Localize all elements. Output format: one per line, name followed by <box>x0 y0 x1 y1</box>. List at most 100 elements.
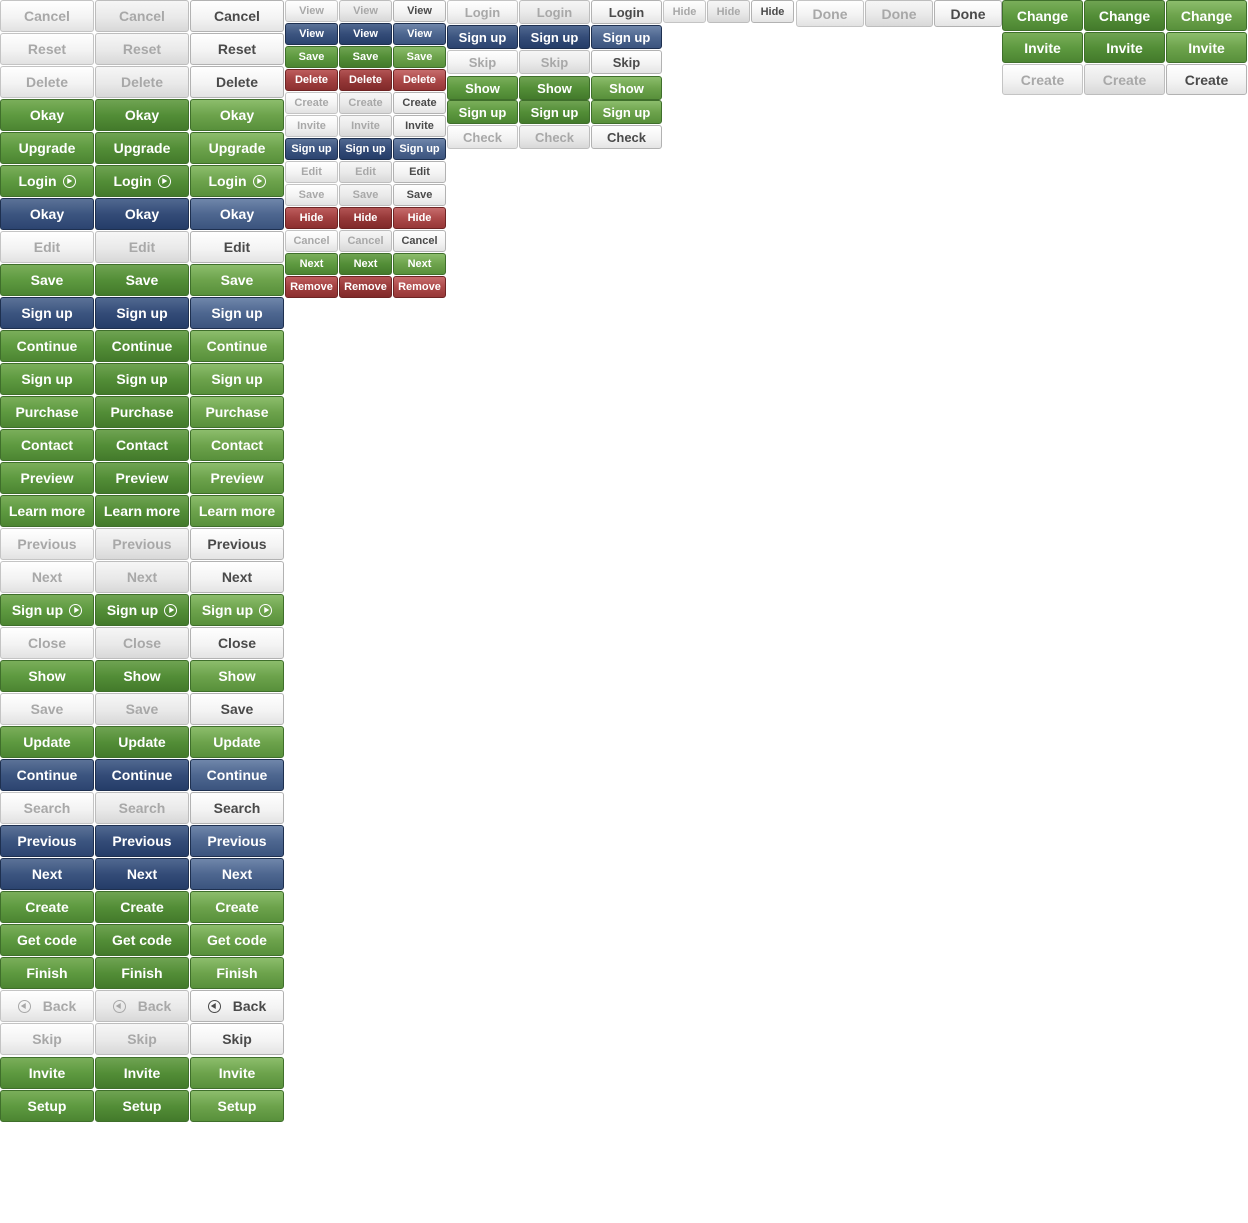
change-button-hover[interactable]: Change <box>1166 0 1247 31</box>
create-button-hover[interactable]: Create <box>393 92 446 114</box>
next-button-hover[interactable]: Next <box>190 561 284 593</box>
delete-button-hover[interactable]: Delete <box>393 69 446 91</box>
invite-button-default[interactable]: Invite <box>0 1057 94 1089</box>
sign-up-button-default[interactable]: Sign up <box>285 138 338 160</box>
delete-button-default[interactable]: Delete <box>0 66 94 98</box>
upgrade-button-default[interactable]: Upgrade <box>0 132 94 164</box>
create-button-default[interactable]: Create <box>0 891 94 923</box>
create-button-pressed[interactable]: Create <box>95 891 189 923</box>
save-button-pressed[interactable]: Save <box>339 46 392 68</box>
login-button-default[interactable]: Login <box>0 165 94 197</box>
invite-button-default[interactable]: Invite <box>1002 32 1083 63</box>
save-button-hover[interactable]: Save <box>190 264 284 296</box>
next-button-default[interactable]: Next <box>285 253 338 275</box>
save-button-default[interactable]: Save <box>0 264 94 296</box>
update-button-hover[interactable]: Update <box>190 726 284 758</box>
login-button-default[interactable]: Login <box>447 0 518 24</box>
view-button-hover[interactable]: View <box>393 23 446 45</box>
sign-up-button-default[interactable]: Sign up <box>447 100 518 124</box>
remove-button-default[interactable]: Remove <box>285 276 338 298</box>
search-button-default[interactable]: Search <box>0 792 94 824</box>
finish-button-hover[interactable]: Finish <box>190 957 284 989</box>
check-button-default[interactable]: Check <box>447 125 518 149</box>
skip-button-default[interactable]: Skip <box>0 1023 94 1055</box>
show-button-pressed[interactable]: Show <box>519 76 590 100</box>
okay-button-default[interactable]: Okay <box>0 198 94 230</box>
show-button-default[interactable]: Show <box>0 660 94 692</box>
check-button-pressed[interactable]: Check <box>519 125 590 149</box>
cancel-button-hover[interactable]: Cancel <box>393 230 446 252</box>
sign-up-button-pressed[interactable]: Sign up <box>95 594 189 626</box>
sign-up-button-pressed[interactable]: Sign up <box>339 138 392 160</box>
remove-button-hover[interactable]: Remove <box>393 276 446 298</box>
contact-button-pressed[interactable]: Contact <box>95 429 189 461</box>
change-button-pressed[interactable]: Change <box>1084 0 1165 31</box>
save-button-hover[interactable]: Save <box>393 184 446 206</box>
get-code-button-pressed[interactable]: Get code <box>95 924 189 956</box>
sign-up-button-default[interactable]: Sign up <box>0 363 94 395</box>
upgrade-button-hover[interactable]: Upgrade <box>190 132 284 164</box>
delete-button-default[interactable]: Delete <box>285 69 338 91</box>
view-button-pressed[interactable]: View <box>339 0 392 22</box>
invite-button-pressed[interactable]: Invite <box>1084 32 1165 63</box>
sign-up-button-hover[interactable]: Sign up <box>190 297 284 329</box>
edit-button-pressed[interactable]: Edit <box>339 161 392 183</box>
previous-button-default[interactable]: Previous <box>0 528 94 560</box>
login-button-hover[interactable]: Login <box>190 165 284 197</box>
sign-up-button-pressed[interactable]: Sign up <box>519 100 590 124</box>
purchase-button-default[interactable]: Purchase <box>0 396 94 428</box>
save-button-default[interactable]: Save <box>285 46 338 68</box>
hide-button-default[interactable]: Hide <box>663 0 706 23</box>
sign-up-button-hover[interactable]: Sign up <box>190 594 284 626</box>
learn-more-button-hover[interactable]: Learn more <box>190 495 284 527</box>
previous-button-hover[interactable]: Previous <box>190 528 284 560</box>
sign-up-button-hover[interactable]: Sign up <box>591 100 662 124</box>
preview-button-pressed[interactable]: Preview <box>95 462 189 494</box>
cancel-button-hover[interactable]: Cancel <box>190 0 284 32</box>
view-button-default[interactable]: View <box>285 0 338 22</box>
view-button-default[interactable]: View <box>285 23 338 45</box>
save-button-hover[interactable]: Save <box>190 693 284 725</box>
sign-up-button-default[interactable]: Sign up <box>447 25 518 49</box>
continue-button-hover[interactable]: Continue <box>190 759 284 791</box>
next-button-default[interactable]: Next <box>0 858 94 890</box>
next-button-pressed[interactable]: Next <box>95 561 189 593</box>
view-button-hover[interactable]: View <box>393 0 446 22</box>
continue-button-hover[interactable]: Continue <box>190 330 284 362</box>
continue-button-default[interactable]: Continue <box>0 759 94 791</box>
learn-more-button-pressed[interactable]: Learn more <box>95 495 189 527</box>
delete-button-hover[interactable]: Delete <box>190 66 284 98</box>
next-button-hover[interactable]: Next <box>190 858 284 890</box>
create-button-pressed[interactable]: Create <box>339 92 392 114</box>
next-button-hover[interactable]: Next <box>393 253 446 275</box>
show-button-default[interactable]: Show <box>447 76 518 100</box>
show-button-hover[interactable]: Show <box>190 660 284 692</box>
okay-button-pressed[interactable]: Okay <box>95 99 189 131</box>
close-button-default[interactable]: Close <box>0 627 94 659</box>
skip-button-pressed[interactable]: Skip <box>519 50 590 74</box>
preview-button-hover[interactable]: Preview <box>190 462 284 494</box>
show-button-hover[interactable]: Show <box>591 76 662 100</box>
create-button-default[interactable]: Create <box>285 92 338 114</box>
back-button-hover[interactable]: Back <box>190 990 284 1022</box>
login-button-pressed[interactable]: Login <box>95 165 189 197</box>
save-button-default[interactable]: Save <box>0 693 94 725</box>
invite-button-pressed[interactable]: Invite <box>339 115 392 137</box>
sign-up-button-pressed[interactable]: Sign up <box>519 25 590 49</box>
hide-button-hover[interactable]: Hide <box>393 207 446 229</box>
create-button-default[interactable]: Create <box>1002 64 1083 95</box>
get-code-button-hover[interactable]: Get code <box>190 924 284 956</box>
search-button-hover[interactable]: Search <box>190 792 284 824</box>
get-code-button-default[interactable]: Get code <box>0 924 94 956</box>
purchase-button-pressed[interactable]: Purchase <box>95 396 189 428</box>
learn-more-button-default[interactable]: Learn more <box>0 495 94 527</box>
previous-button-hover[interactable]: Previous <box>190 825 284 857</box>
login-button-hover[interactable]: Login <box>591 0 662 24</box>
reset-button-hover[interactable]: Reset <box>190 33 284 65</box>
sign-up-button-hover[interactable]: Sign up <box>190 363 284 395</box>
finish-button-pressed[interactable]: Finish <box>95 957 189 989</box>
save-button-pressed[interactable]: Save <box>339 184 392 206</box>
change-button-default[interactable]: Change <box>1002 0 1083 31</box>
edit-button-hover[interactable]: Edit <box>190 231 284 263</box>
delete-button-pressed[interactable]: Delete <box>95 66 189 98</box>
